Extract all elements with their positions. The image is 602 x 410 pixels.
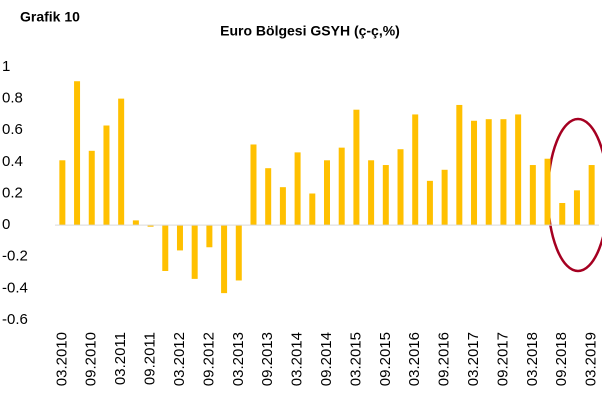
x-tick-label: 09.2010 [83, 332, 100, 386]
x-tick-label: 03.2015 [347, 332, 364, 386]
bar [588, 165, 595, 226]
bar [338, 147, 345, 226]
bar [559, 202, 566, 226]
bar [529, 165, 536, 226]
x-tick-label: 09.2016 [436, 332, 453, 386]
bar [132, 220, 139, 226]
x-tick-label: 03.2013 [230, 332, 247, 386]
bar [573, 190, 580, 226]
bar [162, 225, 169, 271]
bar [176, 225, 183, 251]
x-tick-label: 09.2012 [200, 332, 217, 386]
bar [426, 180, 433, 226]
y-tick-label: 0.6 [2, 121, 23, 138]
bar [279, 187, 286, 226]
bar [382, 165, 389, 226]
bar [353, 109, 360, 226]
bar [59, 160, 66, 226]
x-tick-label: 03.2012 [171, 332, 188, 386]
x-tick-label: 03.2016 [406, 332, 423, 386]
bar [485, 119, 492, 226]
y-tick-label: 1 [2, 58, 10, 75]
bar [456, 104, 463, 226]
bar [515, 114, 522, 226]
bar [441, 169, 448, 226]
y-tick-label: -0.2 [2, 248, 28, 265]
bar [324, 160, 330, 226]
x-tick-label: 09.2017 [494, 332, 511, 386]
x-tick-label: 03.2010 [53, 332, 70, 386]
bar [500, 119, 507, 226]
bar [309, 193, 316, 226]
x-tick-label: 09.2018 [553, 332, 570, 386]
x-tick-label: 03.2014 [289, 332, 306, 386]
x-tick-label: 09.2015 [377, 332, 394, 386]
bar [74, 81, 81, 226]
bar [206, 225, 213, 248]
bar [235, 225, 242, 281]
y-tick-label: 0.8 [2, 90, 23, 107]
x-tick-label: 03.2019 [583, 332, 600, 386]
bar [397, 149, 404, 226]
bar [88, 150, 95, 226]
bar [147, 225, 154, 227]
bar [294, 152, 301, 226]
y-tick-label: 0.4 [2, 153, 23, 170]
bar [412, 114, 419, 226]
x-tick-label: 03.2017 [465, 332, 482, 386]
y-tick-label: 0 [2, 216, 10, 233]
bar [191, 225, 198, 279]
bar [265, 168, 272, 226]
bar [250, 144, 257, 226]
chart-label: Grafik 10 [20, 9, 80, 25]
y-tick-label: -0.6 [2, 311, 28, 328]
bar [118, 98, 125, 226]
x-tick-label: 09.2014 [318, 332, 335, 386]
bar [221, 225, 228, 294]
x-tick-label: 03.2011 [112, 332, 129, 385]
bar [368, 160, 375, 226]
x-tick-label: 09.2011 [142, 332, 159, 385]
y-tick-label: 0.2 [2, 184, 23, 201]
bar [471, 120, 478, 226]
bar [544, 158, 551, 226]
bar [103, 125, 110, 226]
y-tick-label: -0.4 [2, 279, 28, 296]
x-tick-label: 03.2018 [524, 332, 541, 386]
x-tick-label: 09.2013 [259, 332, 276, 386]
chart-title: Euro Bölgesi GSYH (ç-ç,%) [220, 23, 400, 39]
